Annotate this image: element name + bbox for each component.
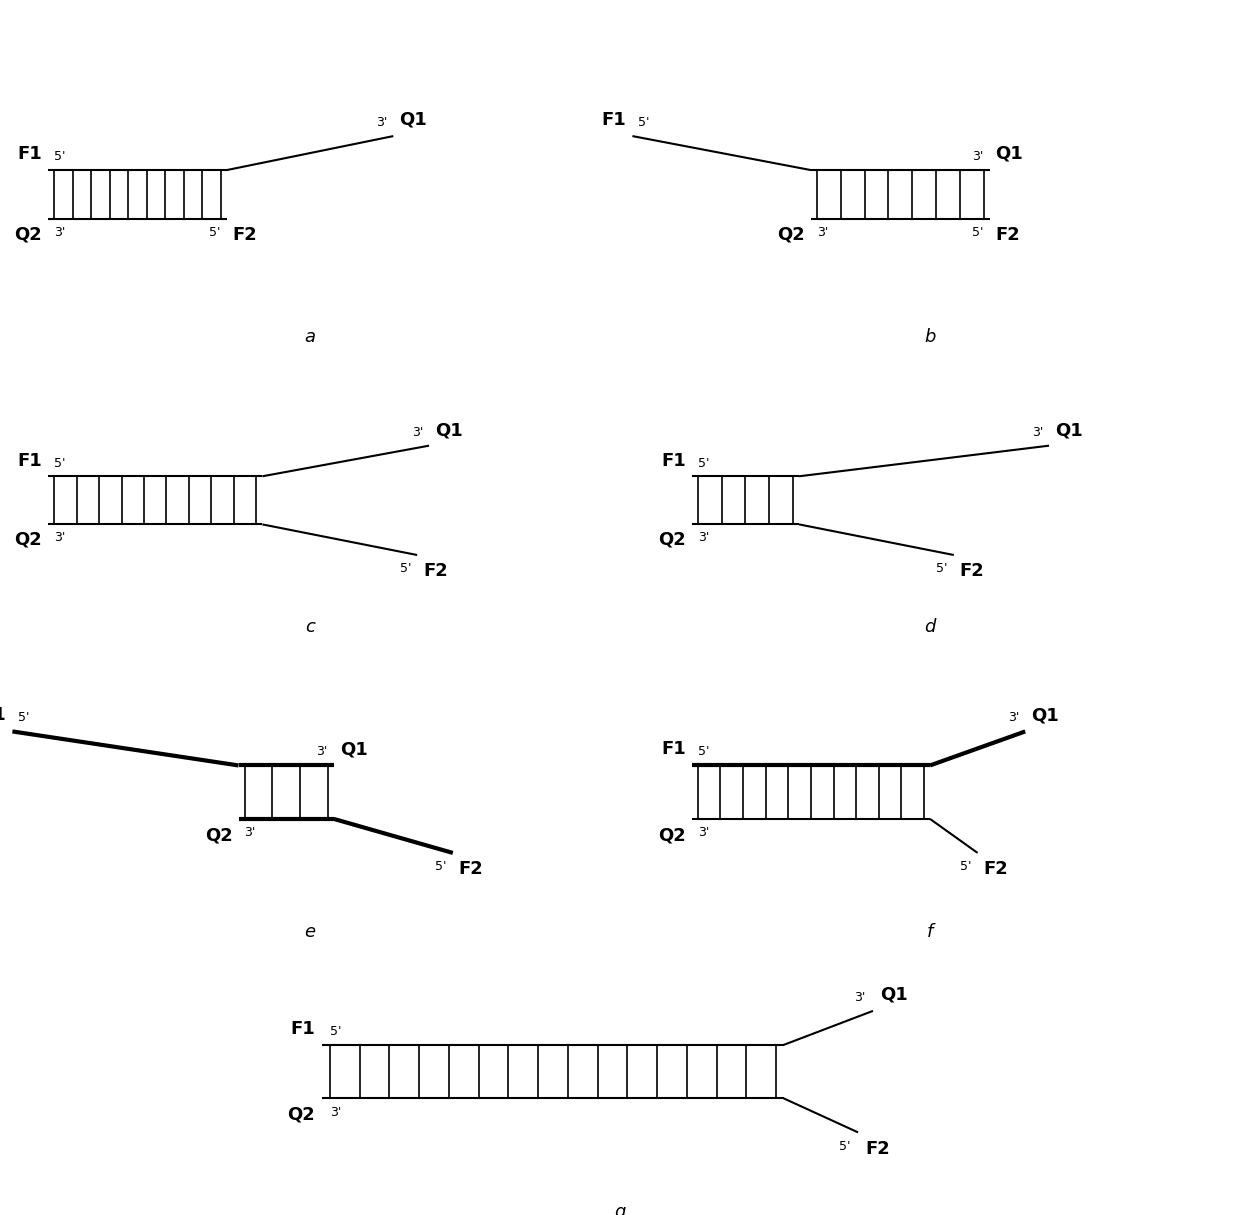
Text: 3': 3' (817, 226, 828, 239)
Text: 3': 3' (854, 990, 866, 1004)
Text: F1: F1 (17, 452, 42, 470)
Text: 5': 5' (960, 860, 972, 874)
Text: 5': 5' (19, 711, 30, 724)
Text: d: d (924, 618, 936, 637)
Text: Q2: Q2 (658, 531, 686, 549)
Text: 3': 3' (55, 226, 66, 239)
Text: F2: F2 (423, 561, 448, 580)
Text: 5': 5' (972, 226, 983, 239)
Text: 3': 3' (698, 826, 709, 840)
Text: Q1: Q1 (1032, 706, 1059, 724)
Text: 3': 3' (412, 426, 423, 439)
Text: 5': 5' (936, 561, 947, 575)
Text: 5': 5' (399, 561, 412, 575)
Text: F1: F1 (661, 740, 686, 758)
Text: 5': 5' (839, 1140, 851, 1153)
Text: 3': 3' (1032, 426, 1043, 439)
Text: F1: F1 (661, 452, 686, 470)
Text: 5': 5' (698, 457, 709, 470)
Text: F2: F2 (233, 226, 258, 244)
Text: F2: F2 (983, 860, 1008, 878)
Text: 5': 5' (639, 115, 650, 129)
Text: 3': 3' (698, 531, 709, 544)
Text: Q1: Q1 (435, 422, 463, 439)
Text: F1: F1 (17, 145, 42, 163)
Text: 5': 5' (435, 860, 446, 874)
Text: 3': 3' (1008, 711, 1019, 724)
Text: 5': 5' (330, 1024, 341, 1038)
Text: g: g (614, 1203, 626, 1215)
Text: F2: F2 (996, 226, 1021, 244)
Text: 3': 3' (55, 531, 66, 544)
Text: Q1: Q1 (880, 985, 908, 1004)
Text: F1: F1 (290, 1019, 315, 1038)
Text: 5': 5' (698, 745, 709, 758)
Text: Q2: Q2 (15, 226, 42, 244)
Text: Q1: Q1 (1055, 422, 1083, 439)
Text: 3': 3' (330, 1106, 341, 1119)
Text: F1: F1 (0, 706, 6, 724)
Text: F2: F2 (866, 1140, 890, 1158)
Text: 3': 3' (244, 826, 255, 840)
Text: 5': 5' (210, 226, 221, 239)
Text: Q2: Q2 (288, 1106, 315, 1124)
Text: Q1: Q1 (996, 145, 1023, 163)
Text: Q2: Q2 (205, 826, 233, 844)
Text: 3': 3' (972, 149, 983, 163)
Text: b: b (924, 328, 936, 346)
Text: F1: F1 (601, 111, 626, 129)
Text: Q1: Q1 (399, 111, 427, 129)
Text: 3': 3' (316, 745, 327, 758)
Text: 5': 5' (55, 149, 66, 163)
Text: f: f (926, 923, 934, 942)
Text: F2: F2 (960, 561, 985, 580)
Text: Q2: Q2 (777, 226, 805, 244)
Text: 3': 3' (376, 115, 387, 129)
Text: a: a (305, 328, 315, 346)
Text: F2: F2 (459, 860, 484, 878)
Text: e: e (305, 923, 315, 942)
Text: Q2: Q2 (658, 826, 686, 844)
Text: c: c (305, 618, 315, 637)
Text: 5': 5' (55, 457, 66, 470)
Text: Q2: Q2 (15, 531, 42, 549)
Text: Q1: Q1 (340, 740, 367, 758)
